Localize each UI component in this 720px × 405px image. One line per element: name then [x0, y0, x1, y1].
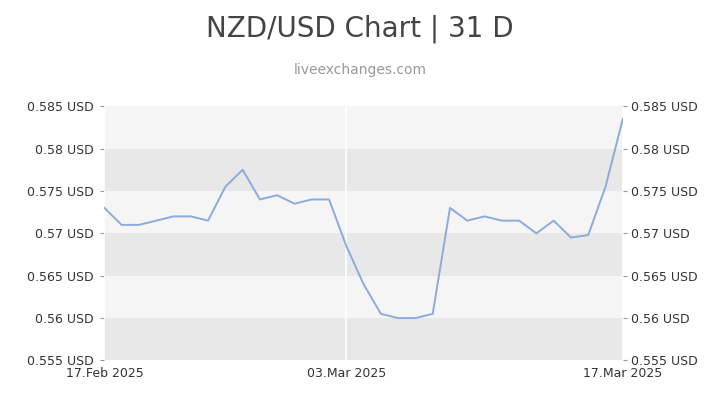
Bar — [104, 106, 623, 149]
Text: liveexchanges.com: liveexchanges.com — [294, 63, 426, 77]
Bar — [104, 318, 623, 360]
Bar — [104, 276, 623, 318]
Text: NZD/USD Chart | 31 D: NZD/USD Chart | 31 D — [206, 14, 514, 43]
Bar — [104, 233, 623, 276]
Bar — [104, 191, 623, 233]
Bar — [104, 149, 623, 191]
